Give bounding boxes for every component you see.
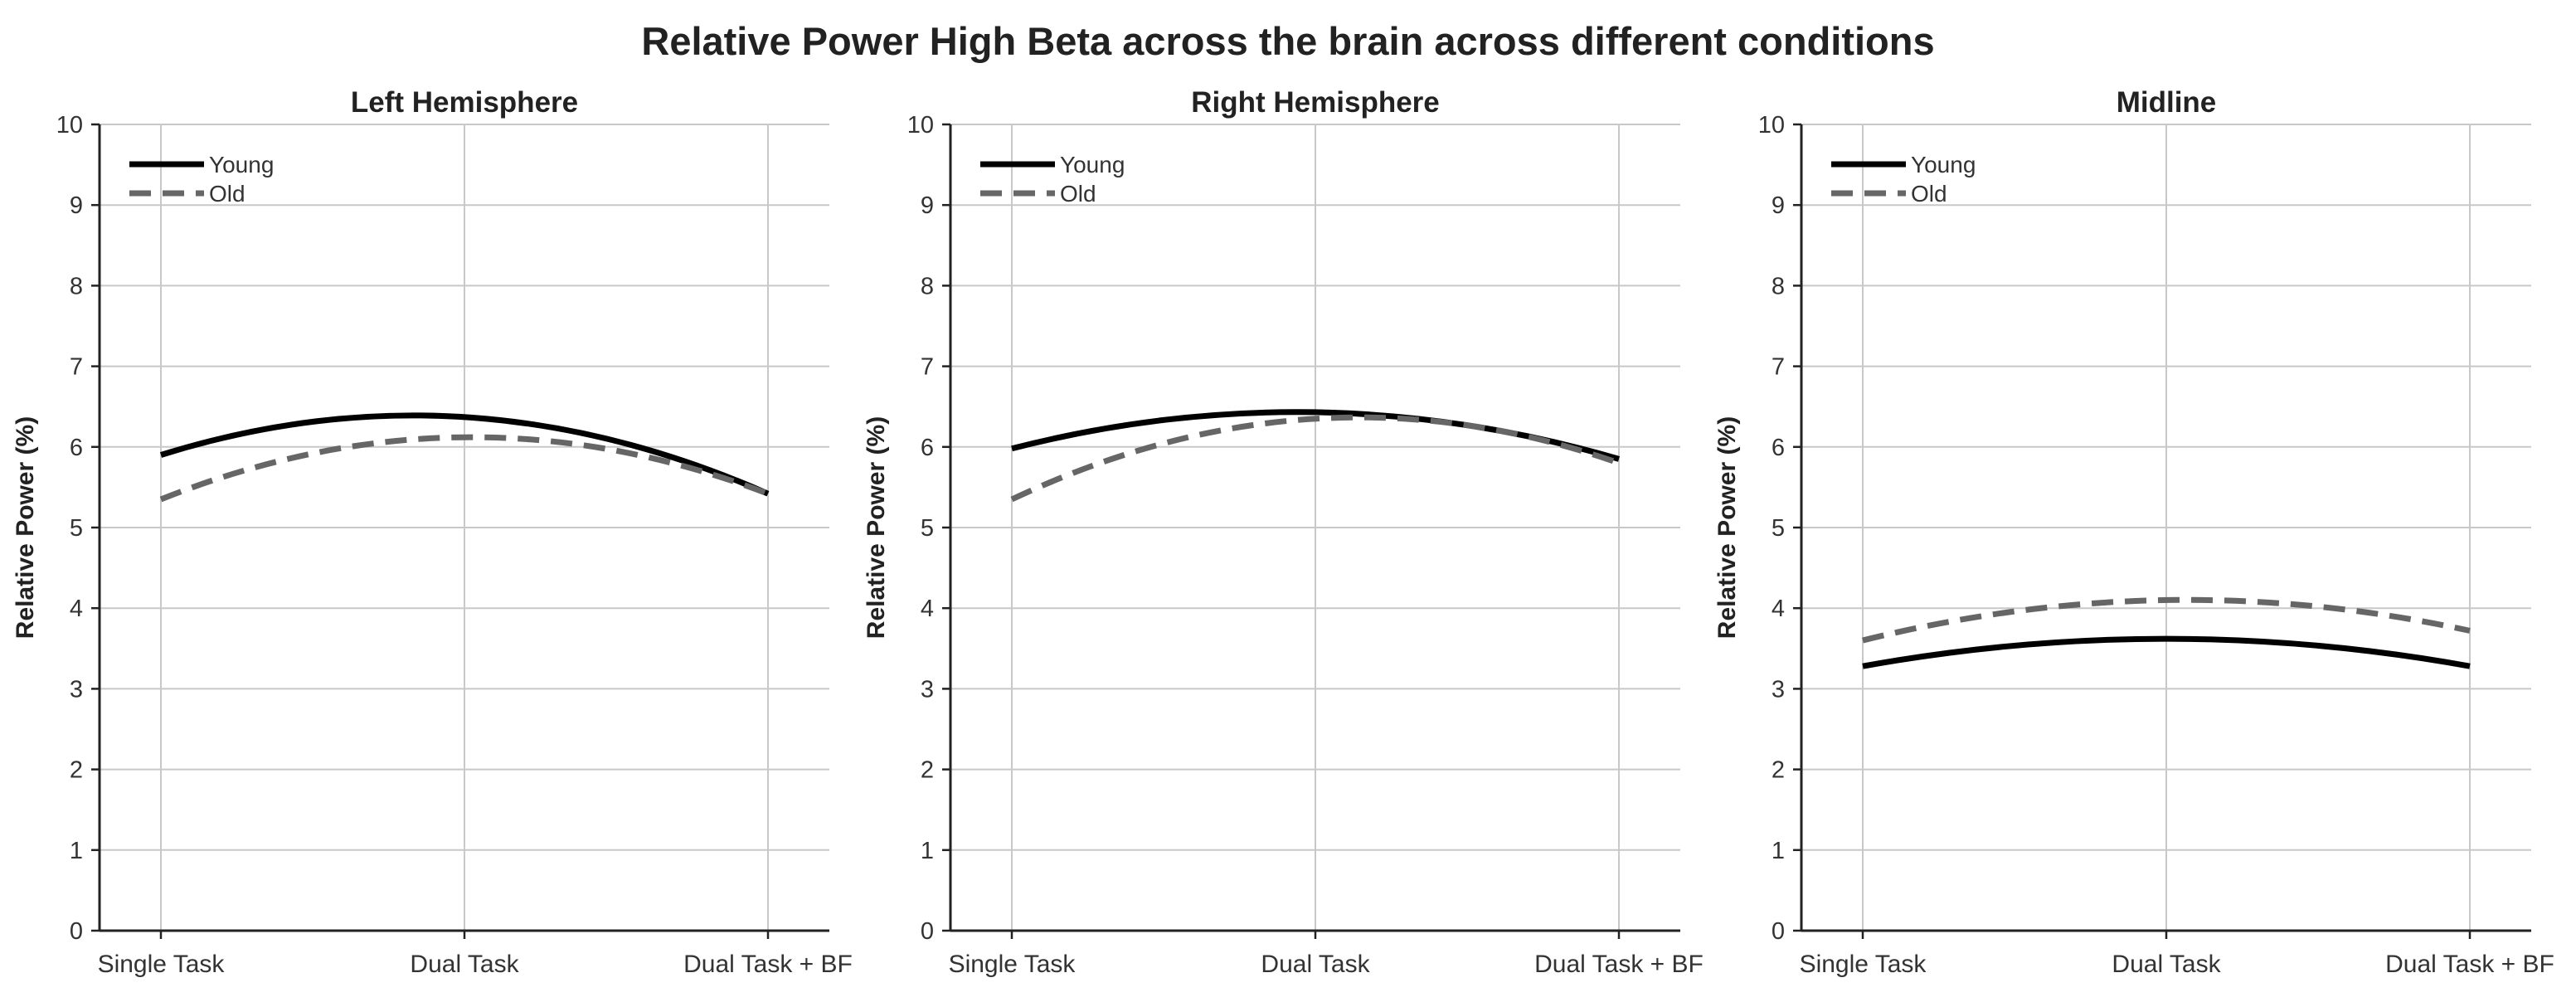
y-tick-label: 2 — [70, 757, 83, 784]
y-tick-label: 0 — [70, 918, 83, 945]
y-tick-label: 3 — [921, 676, 934, 703]
y-tick-label: 9 — [70, 192, 83, 219]
y-tick-label: 0 — [1772, 918, 1785, 945]
y-axis-label: Relative Power (%) — [863, 416, 890, 639]
y-axis-label: Relative Power (%) — [12, 416, 39, 639]
y-tick-label: 9 — [1772, 192, 1785, 219]
series-line-young — [1862, 635, 2471, 669]
x-tick-label: Dual Task — [1261, 951, 1370, 978]
y-tick-label: 1 — [921, 838, 934, 864]
figure-title: Relative Power High Beta across the brai… — [641, 19, 1935, 63]
y-tick-label: 8 — [1772, 273, 1785, 299]
series-line-old — [1010, 414, 1621, 503]
y-tick-label: 6 — [921, 435, 934, 461]
x-tick-label: Single Task — [949, 951, 1077, 978]
panel-1: 0 1 2 3 4 5 6 7 8 9 10 Single Task Dual Task Dual Tas… — [12, 86, 853, 978]
panel-title: Midline — [2117, 86, 2217, 119]
y-tick-label: 5 — [70, 515, 83, 542]
y-tick-label: 8 — [921, 273, 934, 299]
panel-2: 0 1 2 3 4 5 6 7 8 9 10 Single Task Dual Task Dual Tas… — [863, 86, 1704, 978]
y-tick-label: 4 — [1772, 596, 1785, 622]
x-tick-label: Dual Task — [410, 951, 519, 978]
x-tick-label: Dual Task + BF — [2385, 951, 2554, 978]
x-tick-label: Dual Task + BF — [683, 951, 853, 978]
y-axis-label: Relative Power (%) — [1713, 416, 1741, 639]
y-tick-label: 2 — [921, 757, 934, 784]
y-tick-label: 4 — [70, 596, 83, 622]
y-tick-label: 8 — [70, 273, 83, 299]
y-tick-label: 6 — [70, 435, 83, 461]
series-line-old — [1862, 596, 2471, 644]
y-tick-label: 5 — [921, 515, 934, 542]
y-tick-label: 7 — [1772, 354, 1785, 381]
legend-label-old: Old — [1911, 181, 1947, 207]
y-tick-label: 6 — [1772, 435, 1785, 461]
y-tick-label: 3 — [1772, 676, 1785, 703]
legend-label-young: Young — [209, 152, 274, 178]
y-tick-label: 4 — [921, 596, 934, 622]
y-tick-label: 1 — [1772, 838, 1785, 864]
x-tick-label: Dual Task + BF — [1534, 951, 1704, 978]
y-tick-label: 10 — [56, 112, 83, 139]
x-tick-label: Single Task — [98, 951, 226, 978]
legend-label-old: Old — [1060, 181, 1096, 207]
y-tick-label: 9 — [921, 192, 934, 219]
legend-label-young: Young — [1911, 152, 1976, 178]
y-tick-label: 7 — [921, 354, 934, 381]
series-line-young — [159, 412, 770, 497]
series-line-old — [159, 434, 770, 503]
legend-label-old: Old — [209, 181, 245, 207]
y-tick-label: 0 — [921, 918, 934, 945]
y-tick-label: 10 — [1758, 112, 1785, 139]
x-tick-label: Dual Task — [2112, 951, 2221, 978]
y-tick-label: 10 — [907, 112, 934, 139]
y-tick-label: 2 — [1772, 757, 1785, 784]
legend-label-young: Young — [1060, 152, 1125, 178]
panel-title: Left Hemisphere — [351, 86, 578, 119]
panel-3: 0 1 2 3 4 5 6 7 8 9 10 Single Task Dual Task Dual Tas… — [1713, 86, 2554, 978]
y-tick-label: 5 — [1772, 515, 1785, 542]
y-tick-label: 1 — [70, 838, 83, 864]
y-tick-label: 7 — [70, 354, 83, 381]
panel-title: Right Hemisphere — [1191, 86, 1440, 119]
x-tick-label: Single Task — [1800, 951, 1927, 978]
y-tick-label: 3 — [70, 676, 83, 703]
